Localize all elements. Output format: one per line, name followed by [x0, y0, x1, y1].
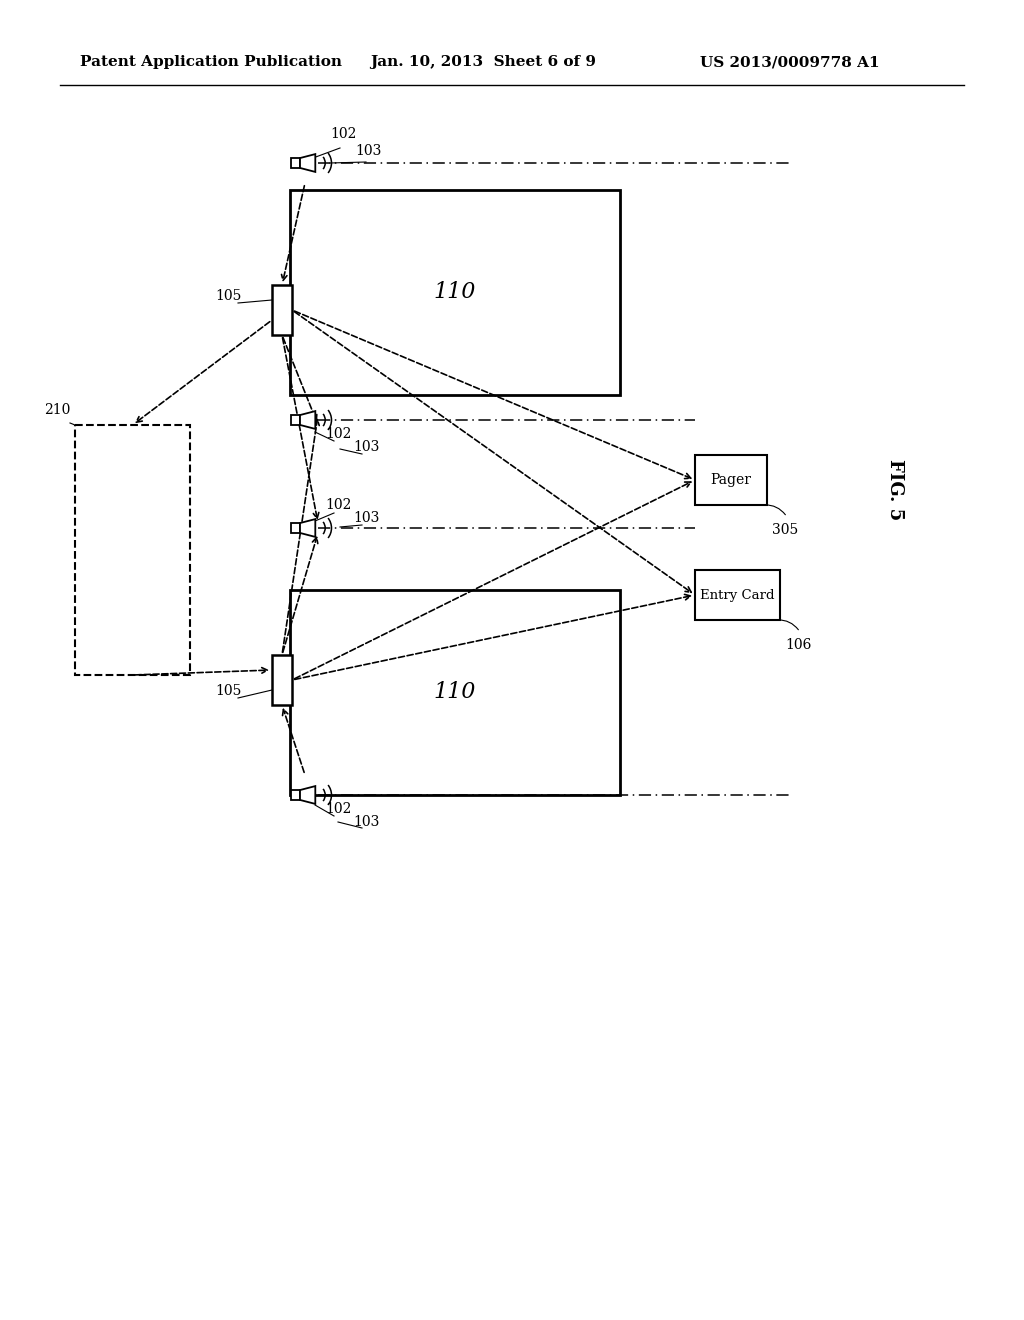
Text: 103: 103: [353, 511, 379, 525]
Text: 105: 105: [215, 289, 242, 304]
Bar: [695, 455, 767, 506]
Text: 103: 103: [353, 440, 379, 454]
Text: FIG. 5: FIG. 5: [886, 459, 904, 520]
Polygon shape: [300, 154, 315, 172]
Text: 103: 103: [355, 144, 381, 158]
Text: 106: 106: [785, 638, 811, 652]
Text: 102: 102: [330, 127, 356, 141]
Polygon shape: [291, 791, 300, 800]
Text: Patent Application Publication: Patent Application Publication: [80, 55, 342, 69]
Polygon shape: [291, 523, 300, 533]
Bar: [272, 655, 292, 705]
Polygon shape: [300, 519, 315, 537]
Text: Entry Card: Entry Card: [700, 589, 775, 602]
Bar: [695, 570, 780, 620]
Text: 102: 102: [325, 426, 351, 441]
Bar: [290, 590, 620, 795]
Polygon shape: [300, 411, 315, 429]
Text: 305: 305: [772, 523, 799, 537]
Text: 110: 110: [434, 281, 476, 304]
Text: 110: 110: [434, 681, 476, 704]
Text: Pager: Pager: [711, 473, 752, 487]
Polygon shape: [300, 787, 315, 804]
Text: 102: 102: [325, 498, 351, 512]
Bar: [75, 425, 190, 675]
Polygon shape: [291, 414, 300, 425]
Text: 102: 102: [325, 803, 351, 816]
Text: 103: 103: [353, 814, 379, 829]
Text: 105: 105: [215, 684, 242, 698]
Polygon shape: [291, 158, 300, 168]
Text: 210: 210: [44, 403, 70, 417]
Text: Jan. 10, 2013  Sheet 6 of 9: Jan. 10, 2013 Sheet 6 of 9: [370, 55, 596, 69]
Bar: [272, 285, 292, 335]
Text: US 2013/0009778 A1: US 2013/0009778 A1: [700, 55, 880, 69]
Bar: [290, 190, 620, 395]
